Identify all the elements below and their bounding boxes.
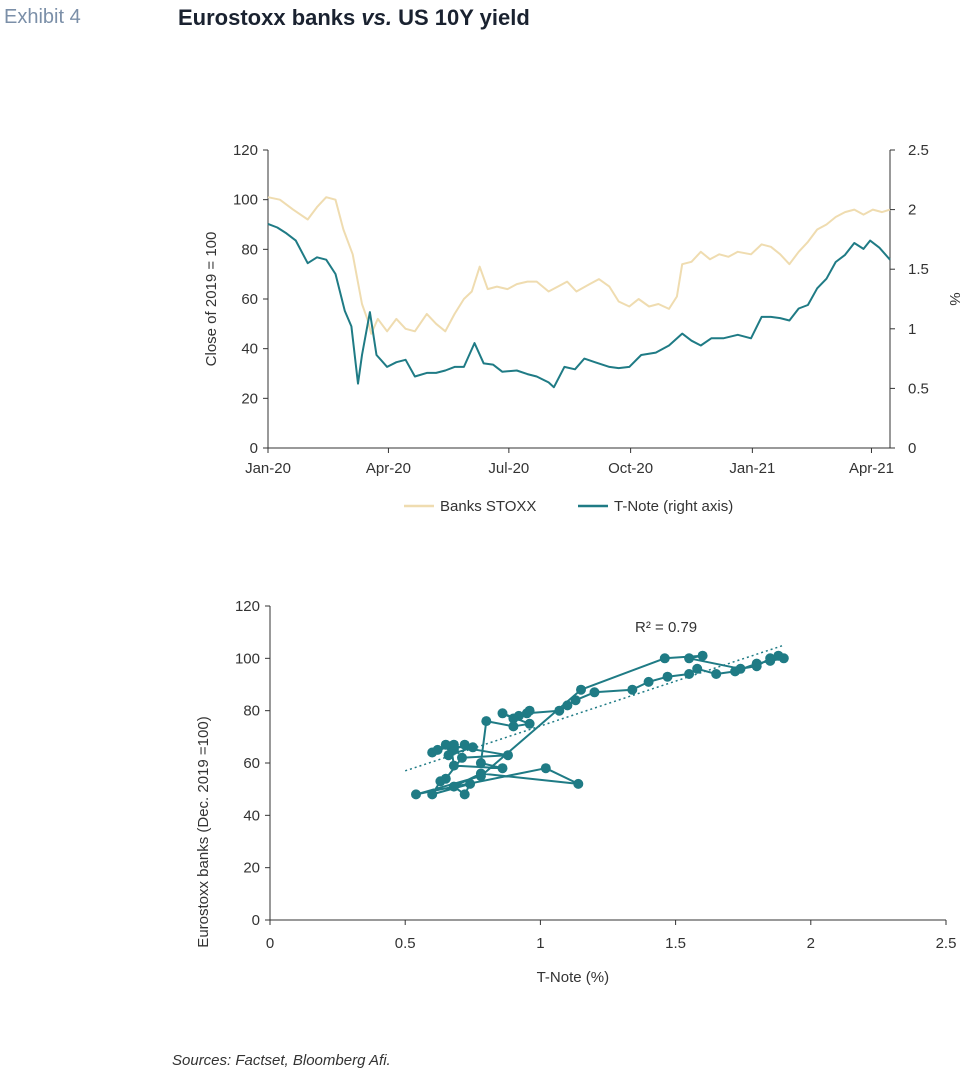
y-tick-label: 100 [233, 192, 258, 209]
scatter-point [508, 721, 519, 732]
x-tick-label: 0 [266, 935, 274, 952]
y-tick-label: 0 [250, 440, 258, 457]
sources-note: Sources: Factset, Bloomberg Afi. [172, 1052, 391, 1069]
r-squared-annotation: R² = 0.79 [635, 619, 697, 636]
scatter-point [459, 739, 470, 750]
scatter-point [692, 663, 703, 674]
scatter-point [435, 776, 446, 787]
scatter-point [573, 778, 584, 789]
scatter-point [432, 744, 443, 755]
scatter-point [475, 758, 486, 768]
scatter-point [475, 771, 486, 782]
y-tick-label: 20 [241, 390, 258, 407]
scatter-point [627, 684, 638, 695]
scatter-point [570, 695, 581, 706]
scatter-point [643, 676, 654, 687]
x-tick-label: Apr-21 [849, 460, 894, 477]
scatter-point [697, 650, 708, 661]
y-tick-label: 40 [241, 341, 258, 358]
scatter-point [765, 653, 776, 664]
x-tick-label: Jan-21 [729, 460, 775, 477]
scatter-point [497, 708, 508, 719]
scatter-point [440, 739, 451, 750]
scatter-point [662, 671, 673, 682]
x-axis-label: T-Note (%) [537, 969, 610, 986]
page-title: Eurostoxx banks vs. US 10Y yield [178, 5, 530, 31]
scatter-point [524, 705, 535, 716]
scatter-point [481, 716, 492, 727]
scatter-point [562, 700, 573, 711]
y-tick-label: 60 [241, 291, 258, 308]
scatter-point [508, 713, 519, 724]
y2-tick-label: 1.5 [908, 261, 929, 278]
scatter-point [459, 789, 470, 800]
scatter-point [443, 750, 454, 761]
scatter-point [427, 789, 438, 800]
x-tick-label: 2.5 [936, 935, 957, 952]
x-tick-label: Apr-20 [366, 460, 411, 477]
scatter-point [497, 763, 508, 774]
y-tick-label: 80 [243, 703, 260, 720]
y-tick-label: 60 [243, 755, 260, 772]
title-part1: Eurostoxx banks [178, 5, 362, 30]
x-tick-label: Oct-20 [608, 460, 653, 477]
y2-axis-label: % [946, 292, 963, 305]
y2-tick-label: 2.5 [908, 142, 929, 159]
scatter-point [773, 650, 784, 661]
scatter-point [576, 684, 586, 695]
y-tick-label: 120 [235, 598, 260, 615]
scatter-point [659, 653, 670, 664]
y-tick-label: 0 [252, 912, 260, 929]
scatter-point [411, 789, 421, 800]
scatter-point [524, 718, 535, 729]
title-part2: US 10Y yield [391, 5, 530, 30]
scatter-point [465, 778, 476, 789]
title-vs: vs. [361, 5, 392, 30]
legend-label: T-Note (right axis) [614, 498, 733, 515]
scatter-point [457, 752, 467, 763]
y2-tick-label: 0 [908, 440, 916, 457]
y-tick-label: 100 [235, 650, 260, 667]
y-tick-label: 80 [241, 241, 258, 258]
x-tick-label: 1.5 [665, 935, 686, 952]
scatter-point [711, 669, 722, 679]
y2-tick-label: 1 [908, 321, 916, 338]
legend-label: Banks STOXX [440, 498, 536, 515]
x-tick-label: 1 [536, 935, 544, 952]
scatter-point [554, 705, 565, 716]
y-axis-label: Eurostoxx banks (Dec. 2019 =100) [195, 716, 212, 947]
series-banks-line [267, 196, 891, 335]
y2-tick-label: 0.5 [908, 380, 929, 397]
y-axis-label: Close of 2019 = 100 [203, 232, 220, 367]
scatter-connecting-line [415, 654, 784, 796]
y-tick-label: 20 [243, 860, 260, 877]
scatter-chart: 0 20 40 60 80 100 120 0 0.5 1 1.5 2 2.5 Eurostoxx ban… [195, 598, 957, 986]
scatter-point [684, 669, 695, 679]
scatter-point [448, 739, 459, 750]
x-tick-label: Jul-20 [488, 460, 529, 477]
scatter-point [448, 781, 459, 792]
scatter-point [751, 661, 762, 672]
series-tnote-line [267, 222, 891, 389]
y2-tick-label: 2 [908, 202, 916, 219]
scatter-point [467, 742, 478, 753]
scatter-point [684, 653, 695, 664]
x-tick-label: Jan-20 [245, 460, 291, 477]
x-tick-label: 2 [807, 935, 815, 952]
x-tick-label: 0.5 [395, 935, 416, 952]
scatter-point [503, 750, 513, 761]
scatter-point [589, 687, 600, 698]
scatter-point [540, 763, 551, 774]
y-tick-label: 40 [243, 807, 260, 824]
scatter-point [735, 663, 746, 674]
scatter-point [448, 760, 459, 771]
line-chart: 0 20 40 60 80 100 120 0 0.5 1 1.5 2 2.5 Jan-20 Apr-20 J… [203, 142, 963, 515]
trendline [404, 644, 784, 772]
exhibit-label: Exhibit 4 [4, 6, 81, 28]
y-tick-label: 120 [233, 142, 258, 159]
